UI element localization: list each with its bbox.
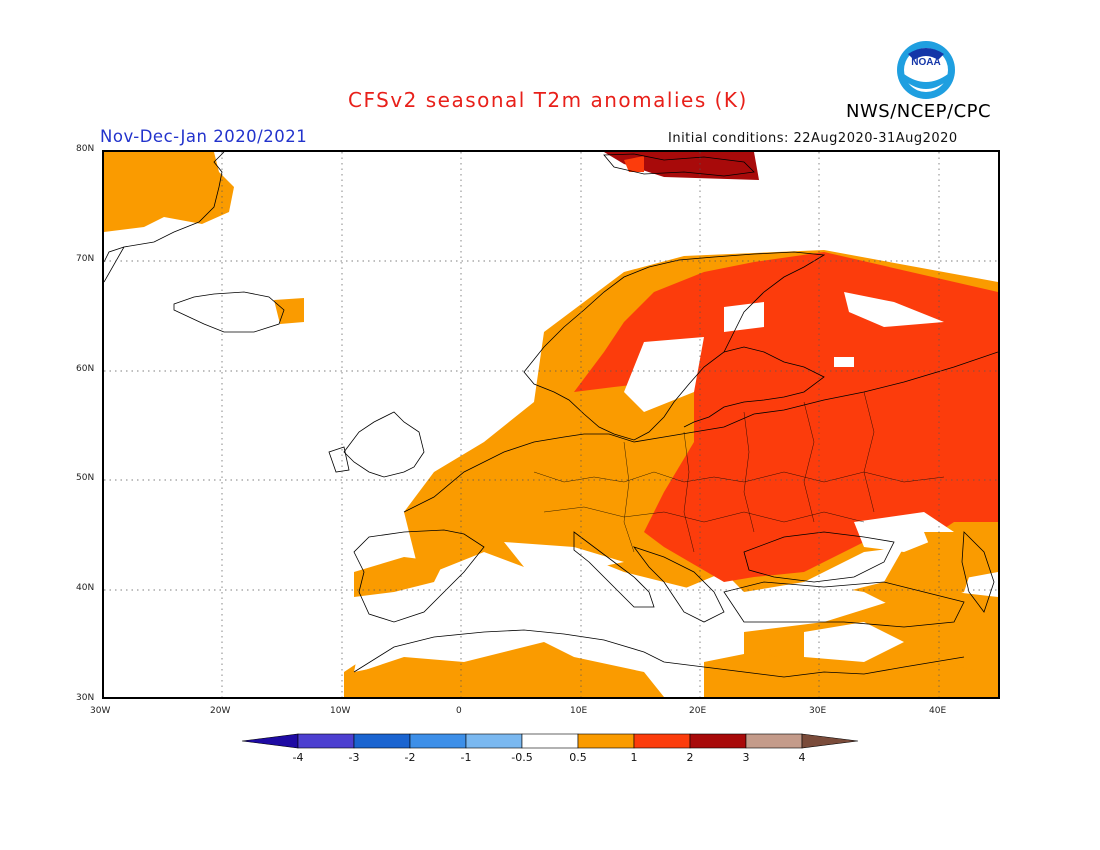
colorbar-tick-label: 3: [743, 751, 750, 764]
colorbar-swatch: [409, 733, 467, 749]
colorbar-tick-label: -4: [293, 751, 304, 764]
lon-label-20w: 20W: [210, 706, 231, 716]
anomaly-patch-north-africa: [344, 642, 664, 697]
colorbar-tick-label: 2: [687, 751, 694, 764]
lon-label-10e: 10E: [570, 706, 588, 716]
coastline-italy: [573, 531, 655, 608]
colorbar-swatch: [521, 733, 579, 749]
lat-label-80n: 80N: [76, 144, 95, 154]
lon-label-10w: 10W: [330, 706, 351, 716]
coastline-iberia: [353, 529, 485, 623]
coastline-iceland: [173, 291, 285, 333]
noaa-logo-text: NOAA: [911, 57, 940, 68]
lat-label-50n: 50N: [76, 473, 95, 483]
lon-label-20e: 20E: [689, 706, 707, 716]
anomaly-fields: [104, 152, 998, 697]
lon-label-30w: 30W: [90, 706, 111, 716]
anomaly-map: [102, 150, 1000, 699]
colorbar-swatch-min: [241, 733, 299, 749]
lat-label-30n: 30N: [76, 693, 95, 703]
colorbar-swatch: [577, 733, 635, 749]
colorbar-tick-label: -1: [461, 751, 472, 764]
colorbar-tick-label: -0.5: [511, 751, 532, 764]
colorbar-swatch-max: [801, 733, 859, 749]
colorbar-swatch: [745, 733, 803, 749]
lat-label-40n: 40N: [76, 583, 95, 593]
coastline-black-sea: [743, 531, 895, 583]
coastline-scandinavia: [523, 251, 826, 441]
coastline-north-africa: [353, 629, 965, 678]
colorbar: -4 -3 -2 -1 -0.5 0.5 1 2 3 4: [241, 733, 859, 764]
lat-label-70n: 70N: [76, 254, 95, 264]
colorbar-swatch: [353, 733, 411, 749]
colorbar-tick-label: -2: [405, 751, 416, 764]
colorbar-tick-label: -3: [349, 751, 360, 764]
map-canvas: [103, 151, 999, 697]
coastline-balkans: [632, 546, 725, 623]
colorbar-labels: -4 -3 -2 -1 -0.5 0.5 1 2 3 4: [293, 751, 806, 764]
colorbar-tick-label: 4: [799, 751, 806, 764]
colorbar-swatch: [689, 733, 747, 749]
lon-label-0: 0: [456, 706, 462, 716]
map-title: CFSv2 seasonal T2m anomalies (K): [348, 88, 748, 112]
colorbar-swatch: [297, 733, 355, 749]
country-borders: [533, 391, 945, 553]
lon-label-30e: 30E: [809, 706, 827, 716]
coastline-svalbard: [603, 153, 755, 177]
colorbar-swatch: [465, 733, 523, 749]
anomaly-patch-iceland: [274, 298, 304, 324]
colorbar-tick-label: 1: [631, 751, 638, 764]
agency-label: NWS/NCEP/CPC: [846, 101, 992, 122]
forecast-period: Nov-Dec-Jan 2020/2021: [100, 127, 308, 146]
colorbar-swatch: [633, 733, 691, 749]
colorbar-swatches: [241, 733, 859, 749]
graticule: [104, 152, 998, 697]
anomaly-patch-greenland: [104, 152, 234, 232]
anomaly-patch-east-europe-red: [574, 252, 998, 582]
noaa-logo: NOAA: [897, 41, 955, 99]
coastline-british-isles: [343, 411, 425, 478]
colorbar-tick-label: 0.5: [569, 751, 587, 764]
coastline-greenland: [103, 151, 225, 283]
anomaly-gap-mediterranean: [354, 552, 864, 672]
initial-conditions: Initial conditions: 22Aug2020-31Aug2020: [668, 131, 958, 146]
lon-label-40e: 40E: [929, 706, 947, 716]
lat-label-60n: 60N: [76, 364, 95, 374]
coastlines: [103, 151, 999, 678]
